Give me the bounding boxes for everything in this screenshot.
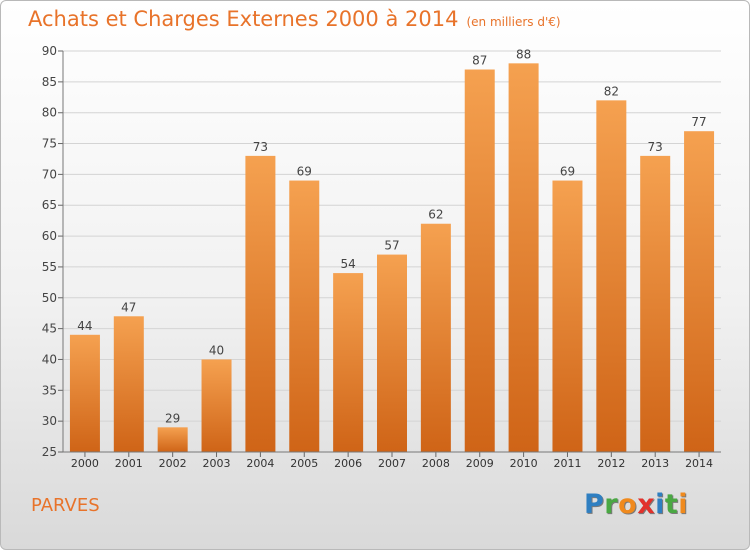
bar-2010	[508, 63, 539, 452]
bars: 44 47 29 40 73 69 54 57 62 87 88 69 82 73 77	[69, 47, 715, 453]
x-tick-label-2002: 2002	[159, 457, 187, 470]
y-tick-label: 55	[42, 260, 57, 274]
y-tick-label: 65	[42, 198, 57, 212]
x-tick-label-2006: 2006	[334, 457, 362, 470]
data-label-2012: 82	[604, 84, 619, 98]
y-tick-label: 75	[42, 137, 57, 151]
logo-letter: P	[584, 489, 605, 520]
x-tick-label-2005: 2005	[290, 457, 318, 470]
data-label-2004: 73	[253, 140, 268, 154]
commune-name: PARVES	[31, 495, 100, 516]
data-label-2005: 69	[297, 165, 312, 179]
x-tick-label-2013: 2013	[641, 457, 669, 470]
logo-letter: t	[664, 489, 679, 520]
data-label-2011: 69	[560, 165, 575, 179]
x-tick-label-2003: 2003	[203, 457, 231, 470]
x-tick-label-2004: 2004	[246, 457, 274, 470]
data-label-2010: 88	[516, 47, 531, 61]
y-tick-label: 30	[42, 414, 57, 428]
logo-letter: x	[637, 489, 656, 520]
y-tick-label: 50	[42, 291, 57, 305]
y-tick-label: 70	[42, 167, 57, 181]
bar-2012	[596, 100, 627, 452]
bar-2014	[684, 131, 715, 452]
y-axis-ticks: 25 30 35 40 45 50 55 60 65 70 75 80 85 90	[42, 44, 63, 459]
logo-letter: i	[678, 489, 689, 520]
bar-2007	[377, 254, 407, 452]
logo-letter: i	[655, 489, 665, 520]
y-tick-label: 45	[42, 322, 57, 336]
x-tick-label-2007: 2007	[378, 457, 406, 470]
x-tick-label-2001: 2001	[115, 457, 143, 470]
y-tick-label: 25	[42, 445, 57, 459]
bar-2011	[552, 180, 583, 453]
bar-2001	[113, 316, 144, 452]
data-label-2003: 40	[209, 343, 224, 357]
x-tick-label-2014: 2014	[685, 457, 713, 470]
x-tick-label-2012: 2012	[597, 457, 625, 470]
data-label-2007: 57	[384, 239, 399, 253]
y-tick-label: 90	[42, 44, 57, 58]
logo-letter: o	[618, 489, 638, 520]
title-text: Achats et Charges Externes 2000 à 2014	[28, 7, 459, 31]
data-label-2002: 29	[165, 411, 180, 425]
data-label-2008: 62	[428, 208, 443, 222]
y-tick-label: 85	[42, 75, 57, 89]
x-tick-label-2008: 2008	[422, 457, 450, 470]
bar-2004	[245, 155, 276, 452]
logo-letter: r	[604, 489, 619, 520]
data-label-2001: 47	[121, 300, 136, 314]
data-label-2009: 87	[472, 54, 487, 68]
bar-2005	[289, 180, 320, 453]
x-tick-label-2000: 2000	[71, 457, 99, 470]
bar-2000	[69, 334, 100, 452]
chart-title: Achats et Charges Externes 2000 à 2014 (e…	[28, 7, 561, 31]
y-tick-label: 35	[42, 383, 57, 397]
bar-2008	[420, 223, 451, 452]
proxiti-logo: Proxiti	[584, 489, 688, 520]
x-tick-label-2011: 2011	[553, 457, 581, 470]
x-tick-label-2010: 2010	[510, 457, 538, 470]
y-tick-label: 60	[42, 229, 57, 243]
x-axis-ticks: 2000 2001 2002 2003 2004 2005 2006 2007 2008 2009…	[71, 452, 713, 470]
bar-2002	[157, 427, 188, 452]
data-label-2000: 44	[77, 319, 92, 333]
unit-text: (en milliers d'€)	[466, 15, 561, 29]
data-label-2013: 73	[648, 140, 663, 154]
x-tick-label-2009: 2009	[466, 457, 494, 470]
data-label-2014: 77	[691, 115, 706, 129]
bar-2003	[201, 359, 232, 452]
data-label-2006: 54	[340, 257, 355, 271]
bar-2013	[640, 155, 671, 452]
bar-2009	[464, 69, 495, 452]
y-tick-label: 80	[42, 106, 57, 120]
bar-2006	[333, 273, 364, 452]
y-tick-label: 40	[42, 352, 57, 366]
